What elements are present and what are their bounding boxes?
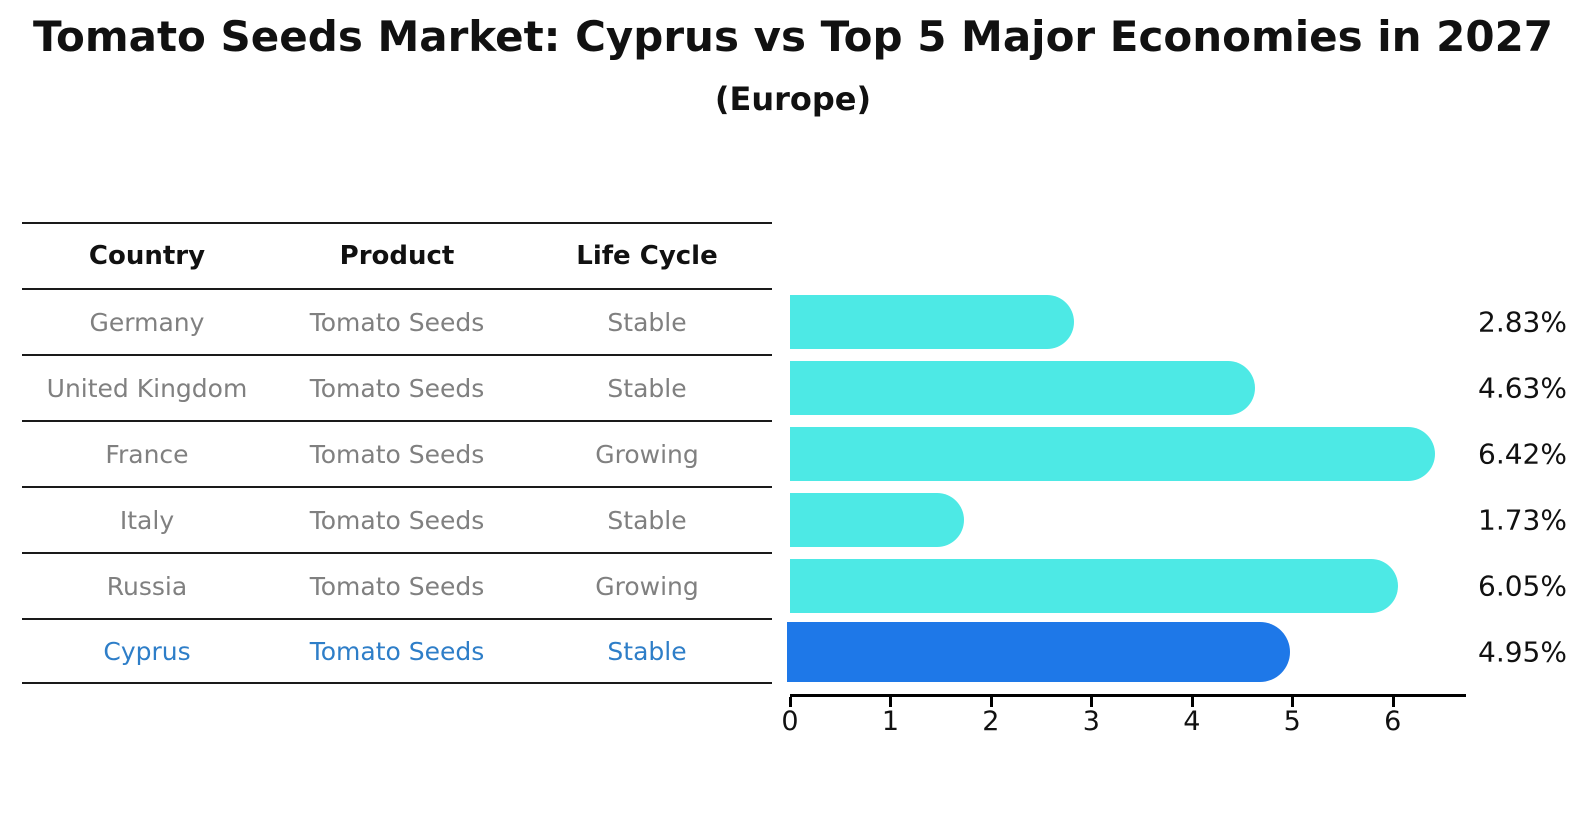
header-cell-country: Country (88, 241, 206, 271)
header-cell-life-cycle: Life Cycle (576, 241, 718, 271)
x-tick-label-6: 6 (1384, 706, 1402, 737)
table-cell-product: Tomato Seeds (309, 636, 485, 666)
bar-united-kingdom (790, 361, 1256, 415)
value-label-france: 6.42% (1478, 437, 1567, 471)
value-label-italy: 1.73% (1478, 503, 1567, 537)
x-tick-6 (1391, 697, 1395, 707)
value-label-cyprus: 4.95% (1478, 635, 1567, 669)
bar-france (790, 427, 1435, 481)
bar-italy (790, 493, 964, 547)
chart-subtitle: (Europe) (714, 80, 872, 118)
table-cell-country: France (105, 439, 189, 469)
table-row-russia: Russia Tomato Seeds Growing (22, 552, 772, 618)
x-tick-5 (1291, 697, 1295, 707)
x-axis-line (790, 694, 1466, 697)
x-tick-1 (889, 697, 893, 707)
table-cell-product: Tomato Seeds (309, 505, 485, 535)
table-cell-country: Italy (119, 505, 175, 535)
bar-germany (790, 295, 1075, 349)
x-tick-2 (989, 697, 993, 707)
table-row-germany: Germany Tomato Seeds Stable (22, 288, 772, 354)
table-cell-product: Tomato Seeds (309, 571, 485, 601)
value-label-russia: 6.05% (1478, 569, 1567, 603)
table-cell-life_cycle: Growing (595, 439, 699, 469)
header-cell-product: Product (339, 241, 455, 271)
x-tick-0 (789, 697, 792, 707)
chart-title: Tomato Seeds Market: Cyprus vs Top 5 Maj… (32, 12, 1554, 61)
table-cell-product: Tomato Seeds (309, 373, 485, 403)
bar-russia (790, 559, 1398, 613)
table-cell-life_cycle: Stable (607, 373, 687, 403)
table-cell-life_cycle: Stable (607, 636, 687, 666)
x-tick-3 (1090, 697, 1094, 707)
table-cell-life_cycle: Stable (607, 307, 687, 337)
x-tick-label-3: 3 (1082, 706, 1100, 737)
table-header-row: Country Product Life Cycle (22, 222, 772, 288)
table-cell-product: Tomato Seeds (309, 439, 485, 469)
table-row-italy: Italy Tomato Seeds Stable (22, 486, 772, 552)
table-row-france: France Tomato Seeds Growing (22, 420, 772, 486)
x-tick-label-2: 2 (982, 706, 1000, 737)
x-tick-label-5: 5 (1283, 706, 1301, 737)
table-cell-country: Cyprus (103, 636, 191, 666)
x-tick-label-4: 4 (1183, 706, 1201, 737)
x-tick-label-1: 1 (881, 706, 900, 737)
table-row-cyprus: Cyprus Tomato Seeds Stable (22, 618, 772, 684)
value-label-germany: 2.83% (1478, 305, 1567, 339)
table-cell-life_cycle: Growing (595, 571, 699, 601)
table-cell-product: Tomato Seeds (309, 307, 485, 337)
table-cell-country: United Kingdom (46, 373, 248, 403)
x-tick-4 (1190, 697, 1194, 707)
table-cell-country: Russia (106, 571, 188, 601)
table-cell-life_cycle: Stable (607, 505, 687, 535)
value-label-united-kingdom: 4.63% (1478, 371, 1567, 405)
table-cell-country: Germany (89, 307, 205, 337)
bar-highlight-cyprus (787, 622, 1291, 682)
table-row-united-kingdom: United Kingdom Tomato Seeds Stable (22, 354, 772, 420)
data-table: Country Product Life Cycle Germany Tomato S… (22, 222, 772, 684)
x-tick-label-0: 0 (781, 706, 799, 737)
